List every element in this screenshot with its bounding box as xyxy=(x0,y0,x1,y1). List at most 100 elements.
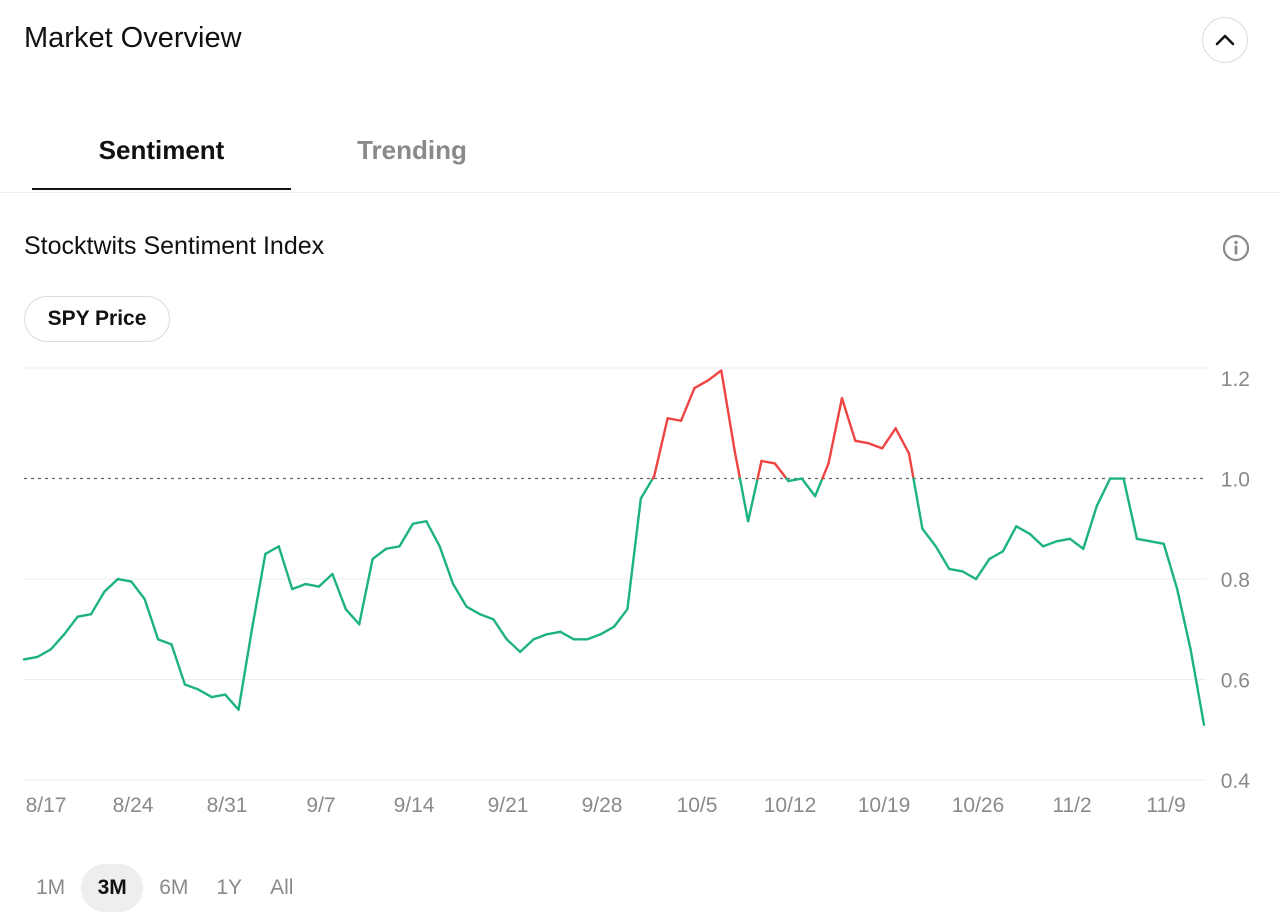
line-segment xyxy=(559,630,575,641)
line-segment xyxy=(89,590,106,616)
line-segment xyxy=(465,605,482,616)
line-segment xyxy=(63,615,79,636)
line-segment xyxy=(1135,537,1152,543)
line-segment xyxy=(532,633,549,641)
line-segment xyxy=(599,625,616,636)
range-all-button[interactable]: All xyxy=(270,876,294,899)
line-segment xyxy=(304,582,321,588)
spy-price-toggle[interactable]: SPY Price xyxy=(24,296,170,342)
line-segment xyxy=(210,693,227,699)
line-segment xyxy=(961,570,978,581)
line-segment xyxy=(411,520,428,525)
chart-title: Stocktwits Sentiment Index xyxy=(24,232,325,260)
line-segment xyxy=(451,582,468,608)
line-segment xyxy=(545,630,562,636)
line-segment xyxy=(679,386,696,422)
line-segment xyxy=(1015,525,1031,536)
line-segment xyxy=(398,522,415,548)
line-segment xyxy=(854,439,870,445)
range-1y-button[interactable]: 1Y xyxy=(216,876,243,899)
tab-sentiment[interactable]: Sentiment xyxy=(98,134,225,165)
x-tick-label: 8/17 xyxy=(26,794,67,817)
line-segment xyxy=(1162,542,1179,591)
range-6m-button[interactable]: 6M xyxy=(159,876,189,899)
line-segment xyxy=(358,557,374,626)
tab-trending[interactable]: Trending xyxy=(357,134,467,165)
line-segment xyxy=(170,643,187,686)
line-segment xyxy=(733,449,742,480)
line-segment xyxy=(706,369,723,382)
page-title: Market Overview xyxy=(24,22,242,54)
line-segment xyxy=(760,459,777,465)
line-segment xyxy=(1175,587,1192,651)
line-segment xyxy=(880,427,897,450)
x-tick-label: 8/31 xyxy=(207,794,248,817)
line-segment xyxy=(183,683,200,691)
x-tick-label: 9/28 xyxy=(582,794,623,817)
line-segment xyxy=(666,417,683,422)
x-tick-label: 10/5 xyxy=(677,794,718,817)
line-segment xyxy=(277,545,294,591)
line-segment xyxy=(478,612,495,621)
line-segment xyxy=(894,427,911,455)
line-segment xyxy=(317,572,334,588)
line-segment xyxy=(948,567,964,573)
range-3m-button[interactable]: 3M xyxy=(81,864,144,912)
y-tick-label: 1.2 xyxy=(1221,368,1250,391)
line-segment xyxy=(746,477,759,523)
line-segment xyxy=(1028,532,1045,548)
line-segment xyxy=(250,552,267,631)
collapse-button[interactable] xyxy=(1202,17,1248,63)
line-segment xyxy=(1189,648,1206,726)
line-segment xyxy=(787,477,803,483)
line-segment xyxy=(612,607,629,628)
line-segment xyxy=(867,442,884,450)
line-segment xyxy=(505,638,522,654)
x-tick-label: 8/24 xyxy=(113,794,154,817)
line-segment xyxy=(738,477,750,523)
x-tick-label: 10/26 xyxy=(952,794,1005,817)
range-1m-button[interactable]: 1M xyxy=(36,876,66,899)
line-segment xyxy=(1149,540,1165,546)
line-segment xyxy=(197,688,213,699)
x-tick-label: 11/9 xyxy=(1146,794,1185,817)
y-tick-label: 0.8 xyxy=(1221,569,1250,592)
line-segment xyxy=(988,550,1005,561)
line-segment xyxy=(130,580,146,601)
x-tick-label: 11/2 xyxy=(1052,794,1091,817)
line-segment xyxy=(813,477,824,498)
line-segment xyxy=(921,527,938,548)
line-segment xyxy=(653,417,669,478)
line-segment xyxy=(492,618,508,641)
line-segment xyxy=(720,369,736,453)
line-segment xyxy=(626,497,643,611)
line-segment xyxy=(773,462,788,480)
line-segment xyxy=(264,545,280,556)
line-segment xyxy=(1122,477,1139,541)
line-segment xyxy=(116,577,133,583)
line-segment xyxy=(156,638,173,646)
x-tick-label: 10/12 xyxy=(764,794,817,817)
line-segment xyxy=(800,477,817,498)
x-tick-label: 9/7 xyxy=(306,794,335,817)
line-segment xyxy=(907,452,915,480)
info-icon[interactable] xyxy=(1222,234,1250,262)
line-segment xyxy=(290,582,307,591)
line-segment xyxy=(1095,477,1112,508)
line-segment xyxy=(585,633,602,641)
line-segment xyxy=(934,545,951,571)
line-segment xyxy=(1001,525,1018,553)
line-segment xyxy=(912,477,924,530)
y-tick-label: 1.0 xyxy=(1221,469,1250,492)
sentiment-chart: 0.4 0.6 0.8 1.0 1.2 8/17 8/24 8/31 9/7 9/14 9/21 9… xyxy=(22,367,1250,817)
line-segment xyxy=(1082,504,1098,551)
line-segment xyxy=(384,545,401,551)
line-segment xyxy=(344,607,361,626)
line-segment xyxy=(22,655,39,661)
line-segment xyxy=(237,628,254,711)
x-tick-label: 9/14 xyxy=(394,794,435,817)
line-segment xyxy=(827,396,844,465)
line-segment xyxy=(143,597,160,641)
line-segment xyxy=(438,545,455,586)
line-segment xyxy=(518,638,535,654)
